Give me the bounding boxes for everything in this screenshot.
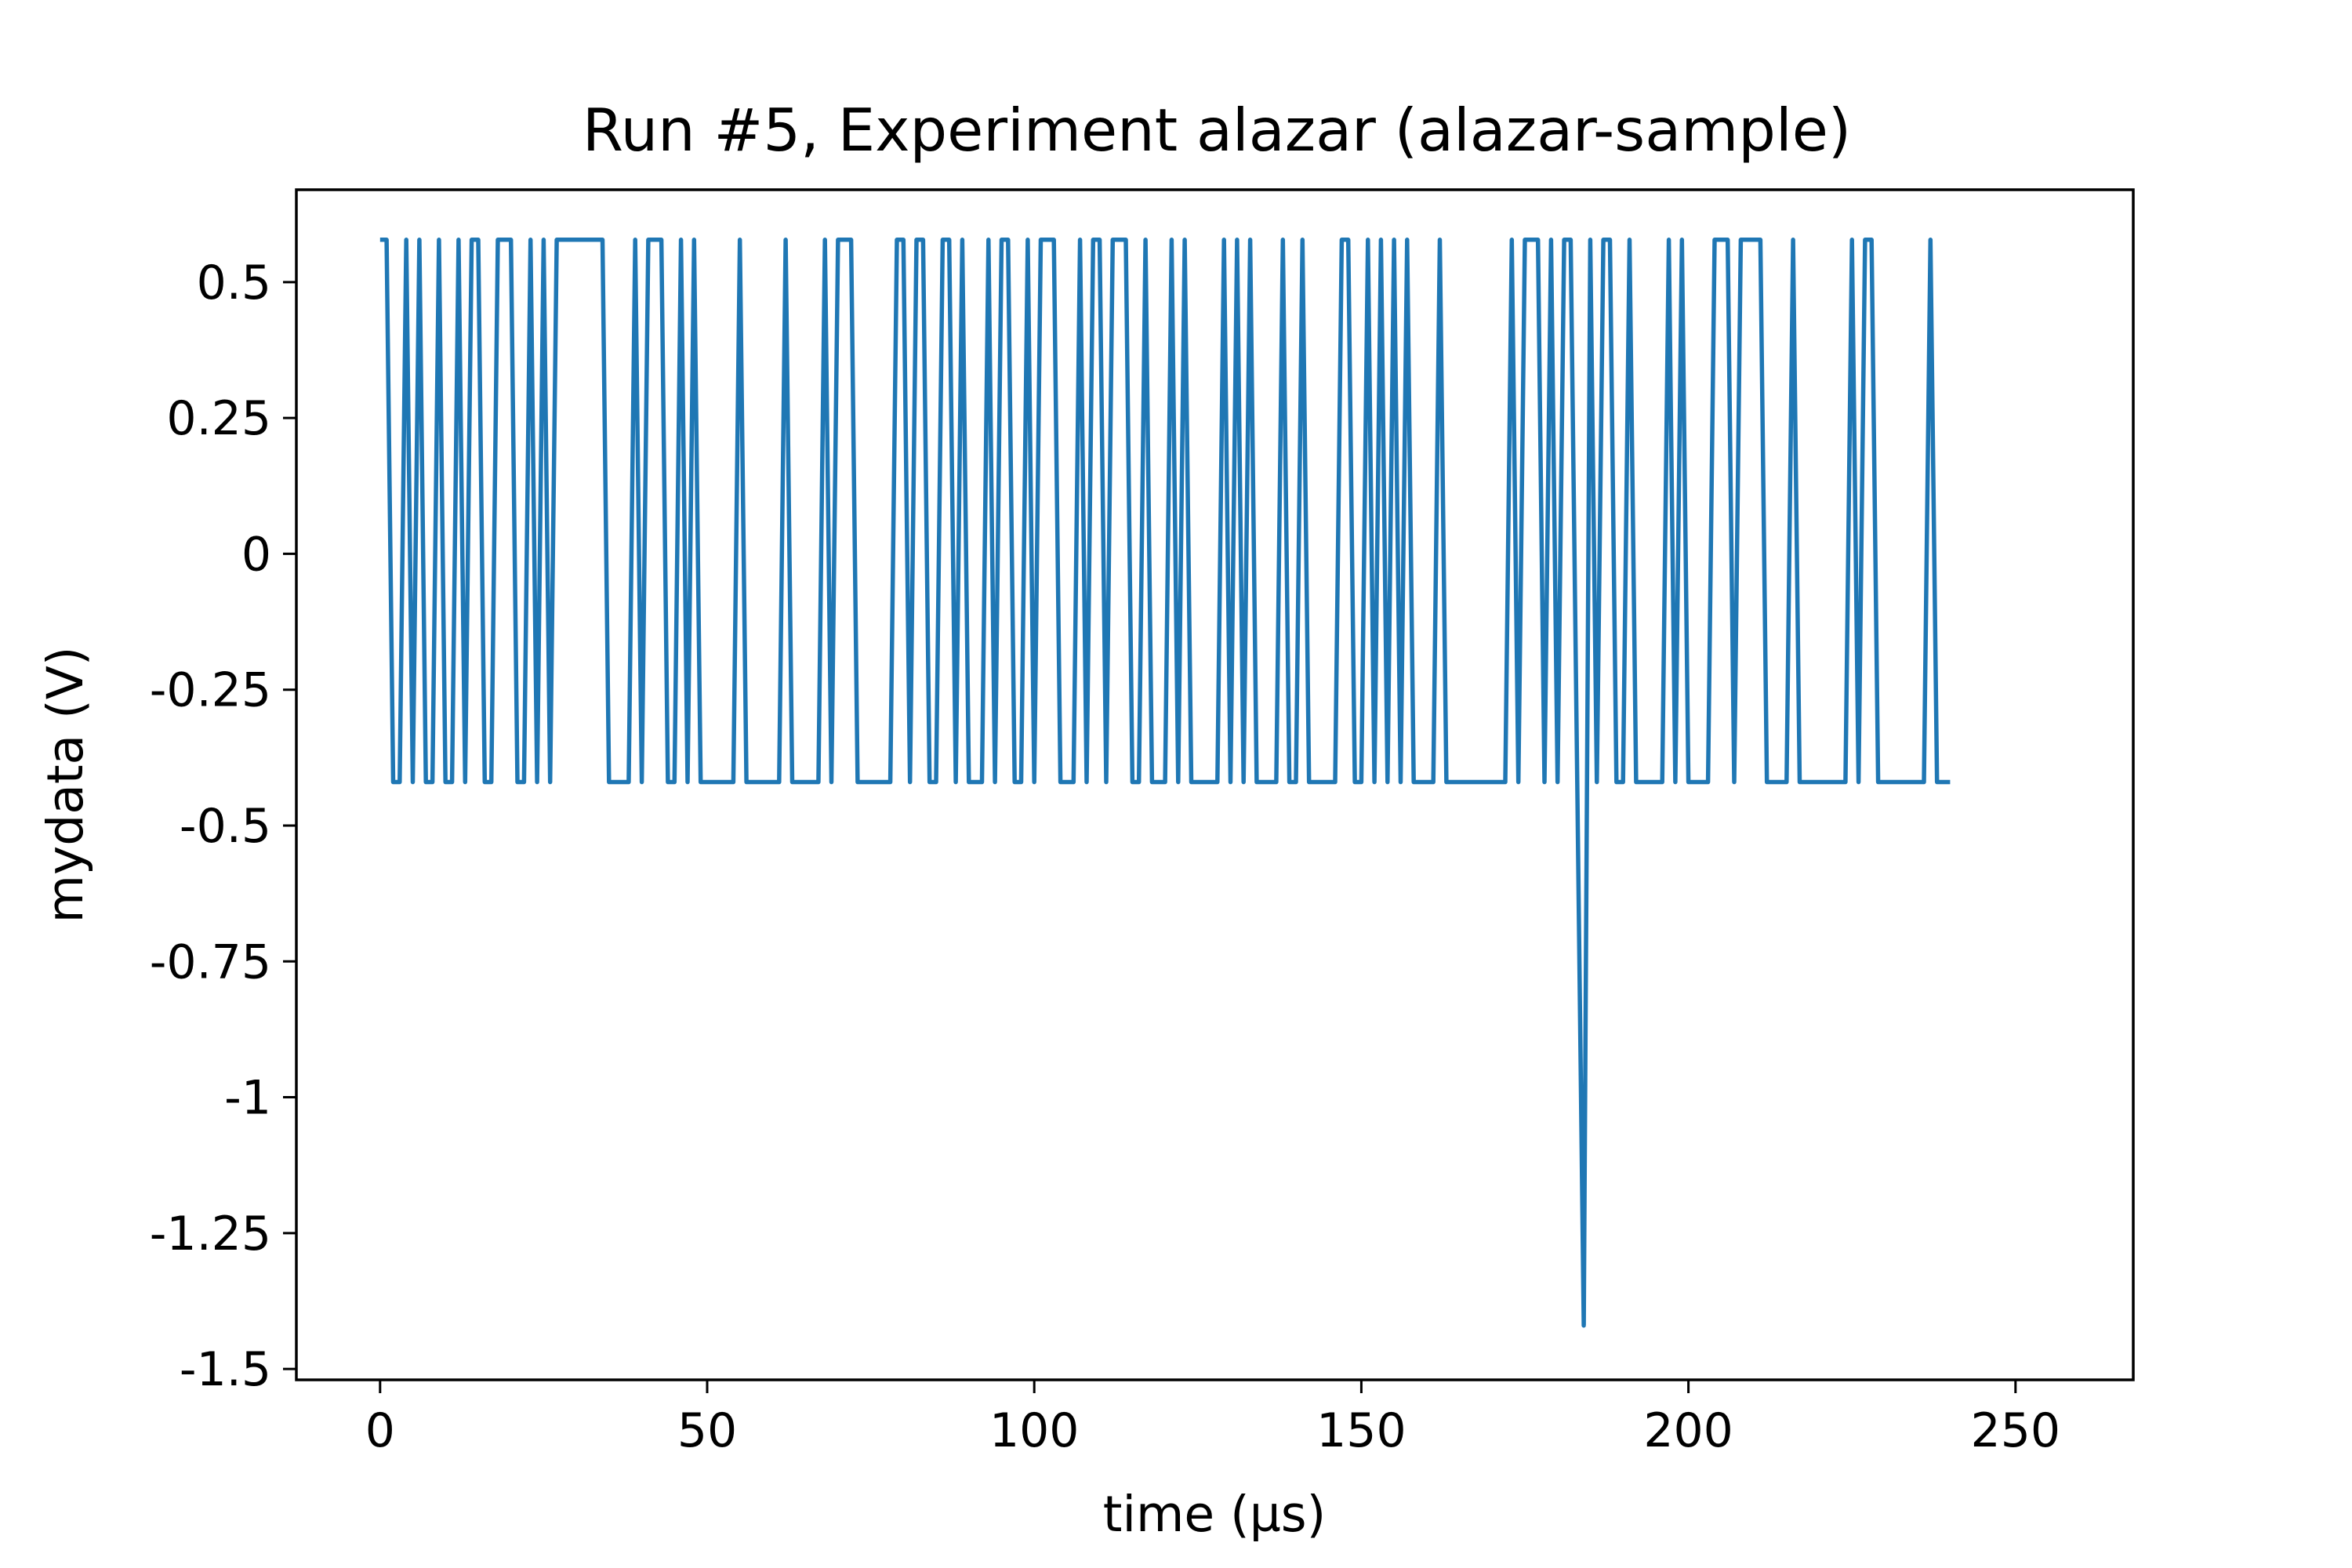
x-axis-label: time (µs) bbox=[1103, 1486, 1326, 1543]
x-tick-label: 50 bbox=[677, 1403, 737, 1458]
y-tick-label: -0.75 bbox=[150, 935, 271, 989]
y-tick-label: -1 bbox=[224, 1071, 271, 1126]
y-tick-label: 0.5 bbox=[197, 256, 271, 310]
x-tick-label: 100 bbox=[989, 1403, 1080, 1458]
x-tick-label: 200 bbox=[1643, 1403, 1733, 1458]
x-tick-label: 0 bbox=[365, 1403, 395, 1458]
x-tick-label: 150 bbox=[1316, 1403, 1406, 1458]
series-line-0 bbox=[379, 238, 1951, 1328]
series-layer bbox=[379, 238, 1951, 1328]
y-axis-label: mydata (V) bbox=[37, 647, 94, 924]
y-tick-label: -0.25 bbox=[150, 663, 271, 718]
chart-title: Run #5, Experiment alazar (alazar-sample… bbox=[583, 96, 1851, 165]
y-tick-label: -1.25 bbox=[150, 1207, 271, 1261]
y-axis-ticks: 0.5 0.25 0 -0.25 -0.5 -0.75 -1 -1.25 -1.5 bbox=[150, 256, 296, 1397]
y-tick-label: 0.25 bbox=[166, 391, 271, 446]
y-tick-label: -1.5 bbox=[180, 1342, 271, 1397]
y-tick-label: -0.5 bbox=[180, 799, 271, 854]
x-tick-label: 250 bbox=[1971, 1403, 2061, 1458]
x-axis-ticks: 0 50 100 150 200 250 bbox=[365, 1380, 2060, 1458]
plot-area-frame bbox=[295, 188, 2135, 1381]
y-tick-label: 0 bbox=[241, 527, 271, 582]
